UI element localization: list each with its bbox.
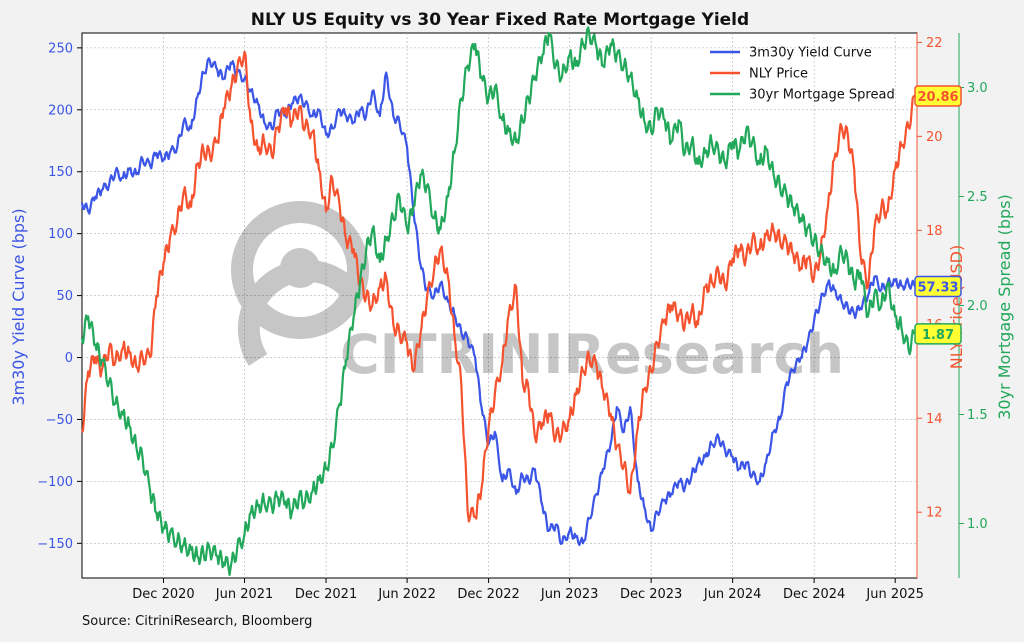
end-label-0: 57.33 <box>914 275 962 298</box>
y-left-tick-label: 250 <box>48 41 73 56</box>
chart-title: NLY US Equity vs 30 Year Fixed Rate Mort… <box>251 10 749 30</box>
end-label-text: 57.33 <box>917 281 958 296</box>
watermark-text: CITRINIResearch <box>340 323 844 386</box>
series-line-30yr-mortgage-spread <box>80 26 916 576</box>
y-left-tick-label: 150 <box>48 165 73 180</box>
y-axis-right2: 1.0 1.5 2.0 2.5 3.0 <box>958 33 988 578</box>
x-tick-label: Jun 2023 <box>540 587 599 602</box>
y-left-tick-label: 200 <box>48 103 73 118</box>
y-left-tick-label: −150 <box>37 537 73 552</box>
series-layer <box>80 26 916 576</box>
y-right2-tick-label: 1.0 <box>967 517 988 532</box>
end-label-box <box>914 323 962 345</box>
watermark-logo-head <box>280 248 320 288</box>
end-labels: 57.33 20.86 1.87 <box>914 85 962 345</box>
y-axis-right1-label: NLY Price (USD) <box>947 245 966 369</box>
x-tick-label: Dec 2022 <box>457 587 519 602</box>
x-tick-label: Dec 2024 <box>783 587 845 602</box>
x-axis: Dec 2020 Jun 2021 Dec 2021 Jun 2022 Dec 2022… <box>132 578 924 602</box>
x-tick-label: Jun 2024 <box>703 587 762 602</box>
y-right2-tick-label: 2.0 <box>967 299 988 314</box>
series-line-3m30y-yield-curve <box>80 57 916 546</box>
source-note: Source: CitriniResearch, Bloomberg <box>82 614 312 629</box>
y-left-tick-label: 50 <box>56 289 73 304</box>
x-tick-label: Dec 2020 <box>132 587 194 602</box>
y-left-tick-label: −100 <box>37 475 73 490</box>
plot-area <box>81 32 918 579</box>
legend: 3m30y Yield Curve NLY Price 30yr Mortgage … <box>710 46 895 103</box>
legend-label: 30yr Mortgage Spread <box>749 88 895 103</box>
y-axis-left: −150 −100 −50 0 50 100 150 200 250 <box>37 41 82 552</box>
y-axis-left-label: 3m30y Yield Curve (bps) <box>9 208 28 405</box>
series-line-nly-price <box>81 50 916 523</box>
y-right2-tick-label: 1.5 <box>967 408 988 423</box>
legend-label: 3m30y Yield Curve <box>749 46 872 61</box>
y-right1-tick-label: 12 <box>926 506 943 521</box>
end-label-text: 20.86 <box>917 90 958 105</box>
y-right1-tick-label: 20 <box>926 130 943 145</box>
y-right1-tick-label: 14 <box>926 412 943 427</box>
x-tick-label: Jun 2025 <box>865 587 924 602</box>
watermark-logo-body <box>237 259 359 366</box>
y-right1-tick-label: 22 <box>926 36 943 51</box>
end-label-2: 1.87 <box>914 323 962 345</box>
legend-label: NLY Price <box>749 67 808 82</box>
y-right2-tick-label: 2.5 <box>967 190 988 205</box>
y-right2-tick-label: 3.0 <box>967 81 988 96</box>
y-left-tick-label: −50 <box>46 413 73 428</box>
end-label-box <box>914 275 962 298</box>
end-label-text: 1.87 <box>922 328 954 343</box>
x-tick-label: Jun 2021 <box>215 587 274 602</box>
end-label-1: 20.86 <box>914 85 962 107</box>
y-axis-right2-label: 30yr Mortgage Spread (bps) <box>995 194 1014 420</box>
y-left-tick-label: 100 <box>48 227 73 242</box>
y-left-tick-label: 0 <box>65 351 73 366</box>
x-tick-label: Dec 2021 <box>295 587 357 602</box>
x-tick-label: Dec 2023 <box>620 587 682 602</box>
y-right1-tick-label: 18 <box>926 224 943 239</box>
x-tick-label: Jun 2022 <box>377 587 436 602</box>
end-label-box <box>914 85 962 107</box>
y-axis-right1: 121416182022 <box>916 33 943 578</box>
